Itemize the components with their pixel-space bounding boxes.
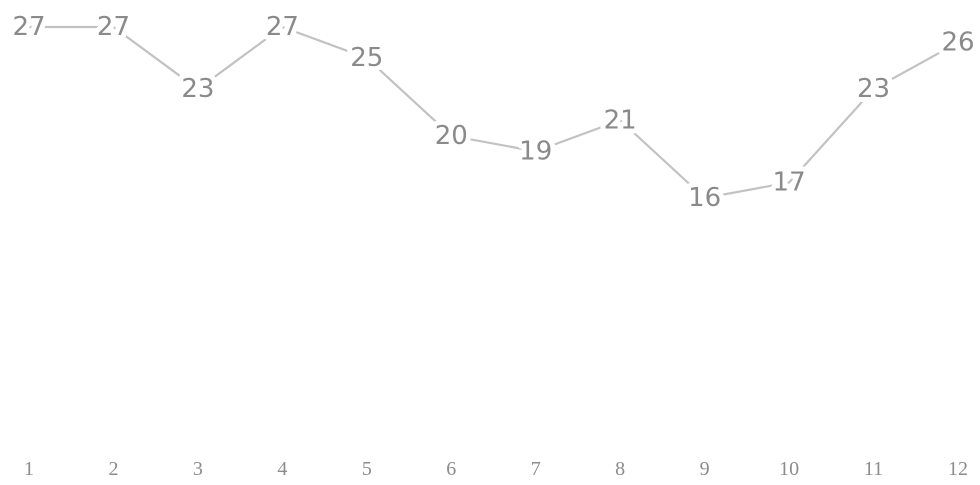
x-tick-label: 11 [864,458,883,480]
x-tick-label: 7 [531,458,541,480]
data-label: 19 [519,136,552,166]
data-label: 21 [604,105,637,135]
data-label: 27 [266,12,299,42]
data-labels-group: 27 27 23 27 25 20 19 21 16 17 23 26 [7,7,979,218]
data-label: 23 [857,74,890,104]
series-line-segment [450,134,537,153]
series-line-segment [196,25,284,91]
series-group [27,25,960,200]
x-tick-label: 9 [700,458,710,480]
x-tick-label: 2 [108,458,118,480]
x-tick-label: 8 [615,458,625,480]
x-tick-label: 12 [948,458,968,480]
data-label: 27 [12,12,45,42]
x-tick-label: 5 [362,458,372,480]
series-line-segment [619,119,706,200]
x-tick-label: 4 [277,458,287,480]
series-line-segment [365,56,453,137]
series-line-segment [872,41,960,91]
x-tick-label: 3 [193,458,203,480]
data-label: 23 [181,74,214,104]
data-label: 17 [773,167,806,197]
x-tick-label: 1 [24,458,34,480]
series-line-segment [281,25,368,60]
x-axis-tick-labels: 1 2 3 4 5 6 7 8 9 10 11 12 [24,458,968,480]
data-label: 27 [97,12,130,42]
series-line-segment [112,25,200,91]
series-line-segment [534,119,622,153]
series-line-segment [787,88,875,184]
data-label: 25 [350,43,383,73]
data-label: 26 [941,28,974,58]
data-label: 16 [688,183,721,213]
x-tick-label: 10 [779,458,799,480]
data-label: 20 [435,121,468,151]
series-line-segment [703,181,791,200]
x-tick-label: 6 [446,458,456,480]
